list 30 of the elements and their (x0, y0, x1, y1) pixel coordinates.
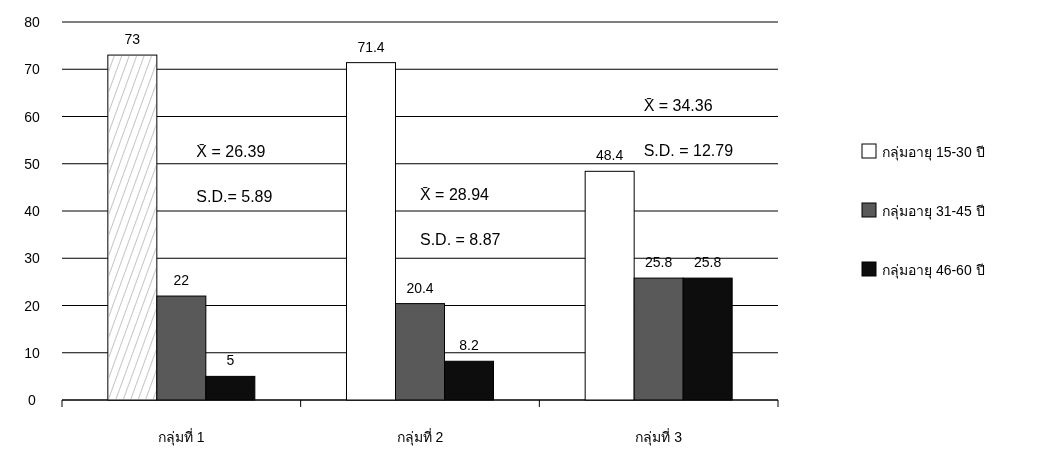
annotation: X̄ = 26.39 (196, 143, 266, 160)
data-label: 71.4 (357, 38, 385, 55)
y-tick-label: 70 (24, 61, 40, 78)
y-tick-label: 30 (24, 250, 40, 267)
data-label: 20.4 (406, 279, 434, 296)
legend-label: กลุ่มอายุ 15-30 ปี (882, 144, 985, 161)
y-tick-label: 50 (24, 155, 40, 172)
data-label: 48.4 (596, 147, 624, 164)
data-label: 25.8 (645, 254, 673, 271)
x-tick-label: กลุ่มที่ 2 (396, 428, 444, 446)
y-tick-label: 20 (24, 297, 40, 314)
data-label: 22 (173, 272, 190, 289)
x-tick-label: กลุ่มที่ 3 (635, 428, 683, 446)
annotation: S.D.= 5.89 (196, 188, 273, 205)
x-tick-label: กลุ่มที่ 1 (157, 428, 205, 446)
y-tick-label: 0 (28, 392, 37, 408)
legend-label: กลุ่มอายุ 46-60 ปี (882, 262, 985, 279)
data-label: 25.8 (694, 254, 722, 271)
annotation: S.D. = 8.87 (420, 231, 501, 248)
data-label: 5 (226, 352, 235, 369)
data-label: 73 (124, 31, 141, 48)
annotation: X̄ = 34.36 (643, 97, 713, 114)
annotation: X̄ = 28.94 (420, 186, 490, 203)
y-tick-label: 80 (24, 14, 40, 30)
legend-label: กลุ่มอายุ 31-45 ปี (882, 203, 985, 220)
y-tick-label: 10 (24, 344, 40, 361)
y-tick-label: 60 (24, 108, 40, 125)
data-label: 8.2 (459, 337, 479, 354)
annotation: S.D. = 12.79 (643, 142, 734, 159)
y-tick-label: 40 (24, 203, 40, 219)
